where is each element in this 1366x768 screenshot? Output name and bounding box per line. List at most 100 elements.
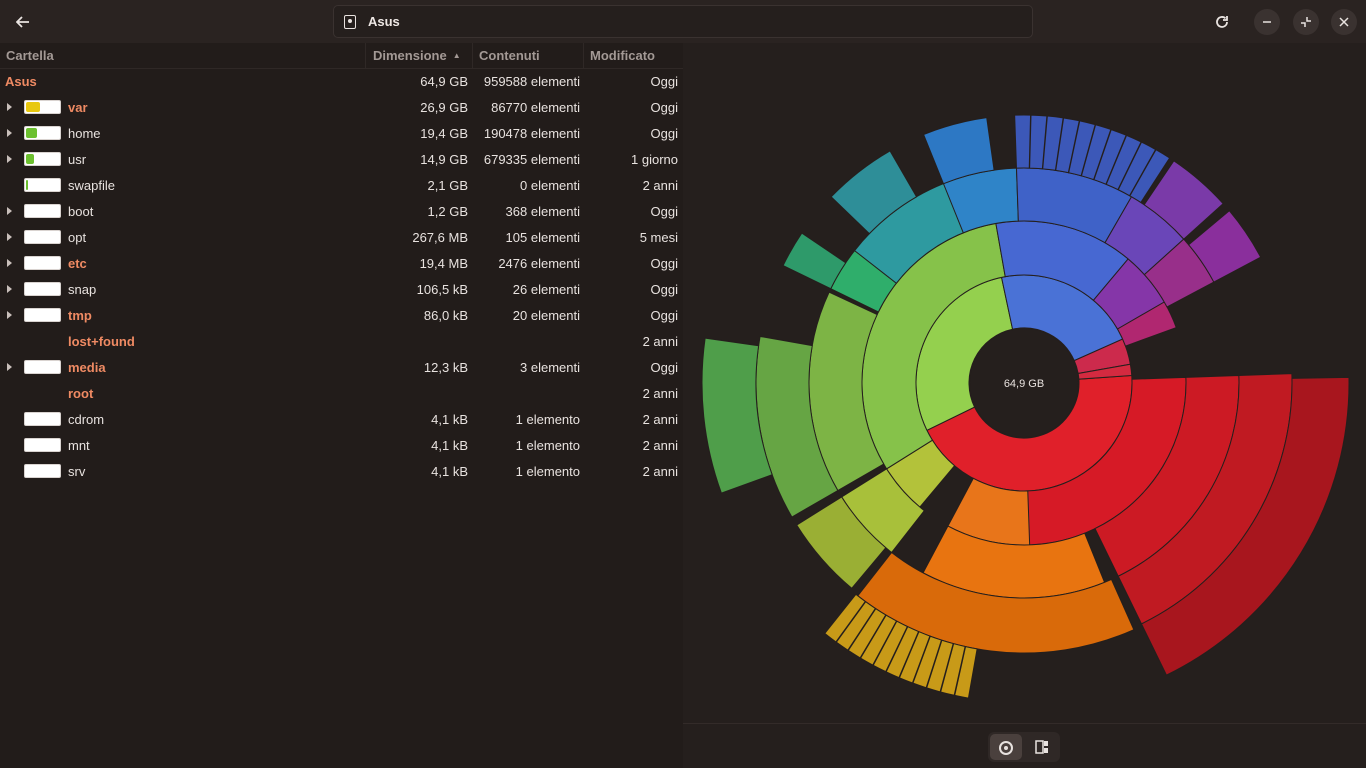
size-bar [24, 230, 61, 244]
size-bar [24, 178, 61, 192]
ring-segment[interactable] [796, 496, 887, 590]
table-row[interactable]: root 2 anni [0, 380, 683, 406]
expander-icon[interactable] [7, 103, 12, 111]
row-name: opt [68, 229, 87, 245]
expander-icon[interactable] [7, 363, 12, 371]
table-row[interactable]: media 12,3 kB 3 elementi Oggi [0, 354, 683, 380]
size-bar [24, 308, 61, 322]
ring-chart-icon[interactable] [990, 734, 1022, 760]
row-contents: 679335 elementi [483, 151, 580, 167]
row-size: 86,0 kB [423, 307, 468, 323]
ring-segment[interactable] [1187, 210, 1262, 283]
table-row-root[interactable]: Asus 64,9 GB 959588 elementi Oggi [0, 68, 683, 94]
row-name: cdrom [68, 411, 105, 427]
row-name: mnt [68, 437, 90, 453]
row-modified: 2 anni [642, 333, 678, 349]
row-name: snap [68, 281, 97, 297]
column-header-modified-label: Modificato [590, 48, 655, 63]
arrow-left-icon[interactable] [9, 8, 37, 36]
ring-segment[interactable] [1014, 114, 1032, 169]
column-header-size[interactable]: Dimensione ▲ [366, 43, 473, 69]
column-header-size-label: Dimensione [373, 48, 447, 63]
location-bar: Asus [333, 5, 1033, 38]
table-row[interactable]: home 19,4 GB 190478 elementi Oggi [0, 120, 683, 146]
expander-icon[interactable] [7, 207, 12, 215]
expander-icon[interactable] [7, 311, 12, 319]
ring-segment[interactable] [830, 150, 918, 235]
row-modified: Oggi [650, 73, 678, 89]
row-name: home [68, 125, 101, 141]
ring-chart[interactable]: 64,9 GB [683, 43, 1366, 723]
column-header-name[interactable]: Cartella [0, 43, 366, 69]
size-bar [24, 100, 61, 114]
row-size: 4,1 kB [431, 437, 468, 453]
size-bar [24, 152, 61, 166]
ring-segment-small[interactable] [1077, 363, 1133, 380]
expander-icon[interactable] [7, 233, 12, 241]
expander-icon[interactable] [7, 155, 12, 163]
view-switcher [988, 732, 1060, 762]
row-size: 26,9 GB [420, 99, 468, 115]
size-bar-fill [26, 154, 35, 164]
table-row[interactable]: swapfile 2,1 GB 0 elementi 2 anni [0, 172, 683, 198]
size-bar-fill [26, 180, 28, 190]
ring-segment[interactable] [922, 117, 995, 185]
row-contents: 26 elementi [512, 281, 580, 297]
expander-icon[interactable] [7, 259, 12, 267]
sort-ascending-icon: ▲ [452, 51, 461, 60]
row-name: var [68, 99, 88, 115]
ring-segment[interactable] [824, 593, 866, 643]
ring-segment[interactable] [701, 337, 773, 494]
table-row[interactable]: cdrom 4,1 kB 1 elemento 2 anni [0, 406, 683, 432]
size-bar-fill [26, 102, 41, 112]
table-row[interactable]: usr 14,9 GB 679335 elementi 1 giorno [0, 146, 683, 172]
row-name: media [68, 359, 106, 375]
treemap-icon[interactable] [1026, 734, 1058, 760]
ring-segment[interactable] [782, 232, 847, 290]
size-bar [24, 464, 61, 478]
ring-center[interactable] [970, 329, 1078, 437]
table-row[interactable]: etc 19,4 MB 2476 elementi Oggi [0, 250, 683, 276]
row-contents: 105 elementi [505, 229, 580, 245]
row-name: usr [68, 151, 87, 167]
restore-icon[interactable] [1293, 9, 1319, 35]
table-row[interactable]: tmp 86,0 kB 20 elementi Oggi [0, 302, 683, 328]
size-bar [24, 412, 61, 426]
row-size: 12,3 kB [423, 359, 468, 375]
row-size: 14,9 GB [420, 151, 468, 167]
row-modified: Oggi [650, 255, 678, 271]
row-modified: Oggi [650, 99, 678, 115]
row-contents: 1 elemento [515, 411, 580, 427]
location-label: Asus [368, 14, 400, 29]
table-row[interactable]: lost+found 2 anni [0, 328, 683, 354]
table-row[interactable]: var 26,9 GB 86770 elementi Oggi [0, 94, 683, 120]
row-modified: 2 anni [642, 177, 678, 193]
row-modified: Oggi [650, 203, 678, 219]
column-header-contents-label: Contenuti [479, 48, 540, 63]
table-row[interactable]: opt 267,6 MB 105 elementi 5 mesi [0, 224, 683, 250]
close-icon[interactable] [1331, 9, 1357, 35]
row-size: 2,1 GB [427, 177, 468, 193]
row-name: Asus [5, 73, 37, 89]
reload-icon[interactable] [1208, 8, 1236, 36]
table-row[interactable]: snap 106,5 kB 26 elementi Oggi [0, 276, 683, 302]
bottom-bar [683, 723, 1366, 768]
size-bar-fill [26, 128, 37, 138]
table-row[interactable]: srv 4,1 kB 1 elemento 2 anni [0, 458, 683, 484]
size-bar [24, 204, 61, 218]
row-size: 4,1 kB [431, 411, 468, 427]
column-header-modified[interactable]: Modificato [584, 43, 683, 69]
row-contents: 20 elementi [512, 307, 580, 323]
expander-icon[interactable] [7, 285, 12, 293]
column-header-name-label: Cartella [6, 48, 54, 63]
table-row[interactable]: boot 1,2 GB 368 elementi Oggi [0, 198, 683, 224]
minimize-icon[interactable] [1254, 9, 1280, 35]
row-modified: 2 anni [642, 463, 678, 479]
column-header-contents[interactable]: Contenuti [473, 43, 584, 69]
row-size: 19,4 MB [419, 255, 468, 271]
expander-icon[interactable] [7, 129, 12, 137]
ring-segment[interactable] [1140, 376, 1350, 676]
table-row[interactable]: mnt 4,1 kB 1 elemento 2 anni [0, 432, 683, 458]
row-name: tmp [68, 307, 92, 323]
ring-segment[interactable] [1116, 301, 1177, 347]
